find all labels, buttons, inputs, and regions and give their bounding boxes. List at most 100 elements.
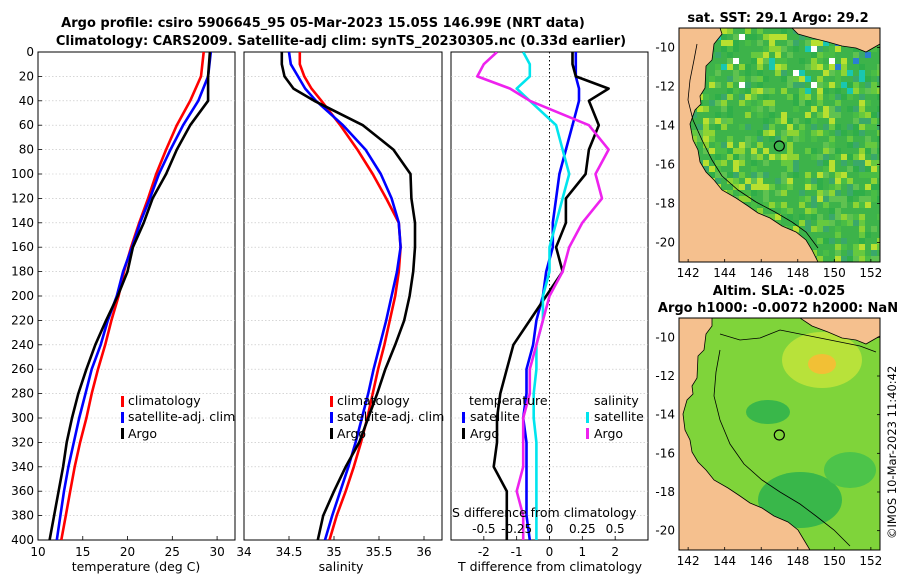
sla-low-anomaly-2 (758, 472, 842, 528)
map-lon-label: 152 (859, 554, 882, 568)
sst-cell (835, 88, 841, 94)
sst-cell (853, 118, 859, 124)
sst-cell (829, 184, 835, 190)
sst-cell (835, 130, 841, 136)
sst-cell (811, 208, 817, 214)
sst-cell (877, 106, 880, 112)
sst-cell (793, 130, 799, 136)
sst-cell (721, 34, 727, 40)
sst-cell (823, 88, 829, 94)
sst-cell (721, 124, 727, 130)
sst-cell (751, 88, 757, 94)
sst-cell (829, 208, 835, 214)
x-tick-label: 25 (165, 545, 180, 559)
sst-cell (835, 172, 841, 178)
sst-cell (811, 130, 817, 136)
sst-cell (811, 52, 817, 58)
sst-cell (847, 136, 853, 142)
sst-cell (739, 34, 745, 40)
sst-cell (727, 148, 733, 154)
sst-cell (763, 76, 769, 82)
sst-cell (871, 118, 877, 124)
s-difference-axis-label: S difference from climatology (452, 505, 637, 520)
sst-cell (829, 220, 835, 226)
sst-cell (763, 124, 769, 130)
sst-cell (811, 46, 817, 52)
sst-cell (817, 220, 823, 226)
legend-swatch-argo (330, 428, 333, 439)
difference-series (475, 52, 610, 540)
sst-cell (727, 106, 733, 112)
y-tick-label: 140 (11, 216, 34, 230)
legend-label-argo: Argo (337, 426, 366, 441)
figure-title-line2: Climatology: CARS2009. Satellite-adj cli… (56, 34, 626, 49)
sst-cell (721, 28, 727, 34)
sst-cell (859, 190, 865, 196)
sst-cell (733, 172, 739, 178)
sst-cell (859, 202, 865, 208)
sst-cell (709, 100, 715, 106)
sst-cell (733, 160, 739, 166)
sst-cell (703, 142, 709, 148)
sst-cell (715, 82, 721, 88)
sst-cell (757, 100, 763, 106)
sst-cell (787, 142, 793, 148)
sst-cell (793, 46, 799, 52)
sst-cell (697, 124, 703, 130)
sst-cell (721, 46, 727, 52)
map-lat-label: -10 (655, 330, 675, 344)
sst-cell (841, 130, 847, 136)
sst-cell (823, 142, 829, 148)
sst-cell (853, 52, 859, 58)
sst-cell (751, 52, 757, 58)
sst-cell (841, 220, 847, 226)
sst-cell (847, 184, 853, 190)
sst-cell (757, 184, 763, 190)
y-tick-label: 40 (19, 94, 34, 108)
sst-cell (811, 178, 817, 184)
sst-cell (757, 76, 763, 82)
sst-cell (823, 166, 829, 172)
sst-cell (757, 142, 763, 148)
sst-cell (775, 214, 781, 220)
sst-cell (763, 94, 769, 100)
sla-low-anomaly-3 (824, 452, 876, 488)
sst-cell (781, 154, 787, 160)
sst-cell (757, 70, 763, 76)
salinity-axis-label: salinity (319, 559, 364, 574)
sst-cell (781, 136, 787, 142)
sst-cell (817, 214, 823, 220)
y-tick-label: 120 (11, 191, 34, 205)
sst-cell (769, 214, 775, 220)
sst-cell (823, 238, 829, 244)
sst-cell (799, 34, 805, 40)
sst-cell (751, 94, 757, 100)
sst-cell (871, 70, 877, 76)
sst-cell (871, 226, 877, 232)
sst-cell (811, 136, 817, 142)
map-lon-label: 142 (677, 266, 700, 280)
imos-credit: ©IMOS 10-Mar-2023 11:40:42 (885, 366, 899, 539)
map-lon-label: 152 (859, 266, 882, 280)
sst-cell (733, 46, 739, 52)
sst-cell (715, 172, 721, 178)
sst-cell (787, 124, 793, 130)
legend-swatch-t-satellite (462, 412, 465, 423)
x-tick-label: -1 (511, 545, 523, 559)
sst-cell (793, 82, 799, 88)
sst-cell (877, 94, 880, 100)
sst-cell (853, 106, 859, 112)
sst-cell (877, 214, 880, 220)
sst-cell (757, 40, 763, 46)
legend-swatch-satellite (121, 412, 124, 423)
sst-cell (853, 82, 859, 88)
sst-cell (817, 238, 823, 244)
sst-cell (871, 148, 877, 154)
sst-cell (859, 118, 865, 124)
sst-cell (829, 178, 835, 184)
sst-cell (853, 214, 859, 220)
sst-cell (793, 70, 799, 76)
sst-cell (877, 88, 880, 94)
sst-cell (871, 112, 877, 118)
sst-cell (805, 40, 811, 46)
